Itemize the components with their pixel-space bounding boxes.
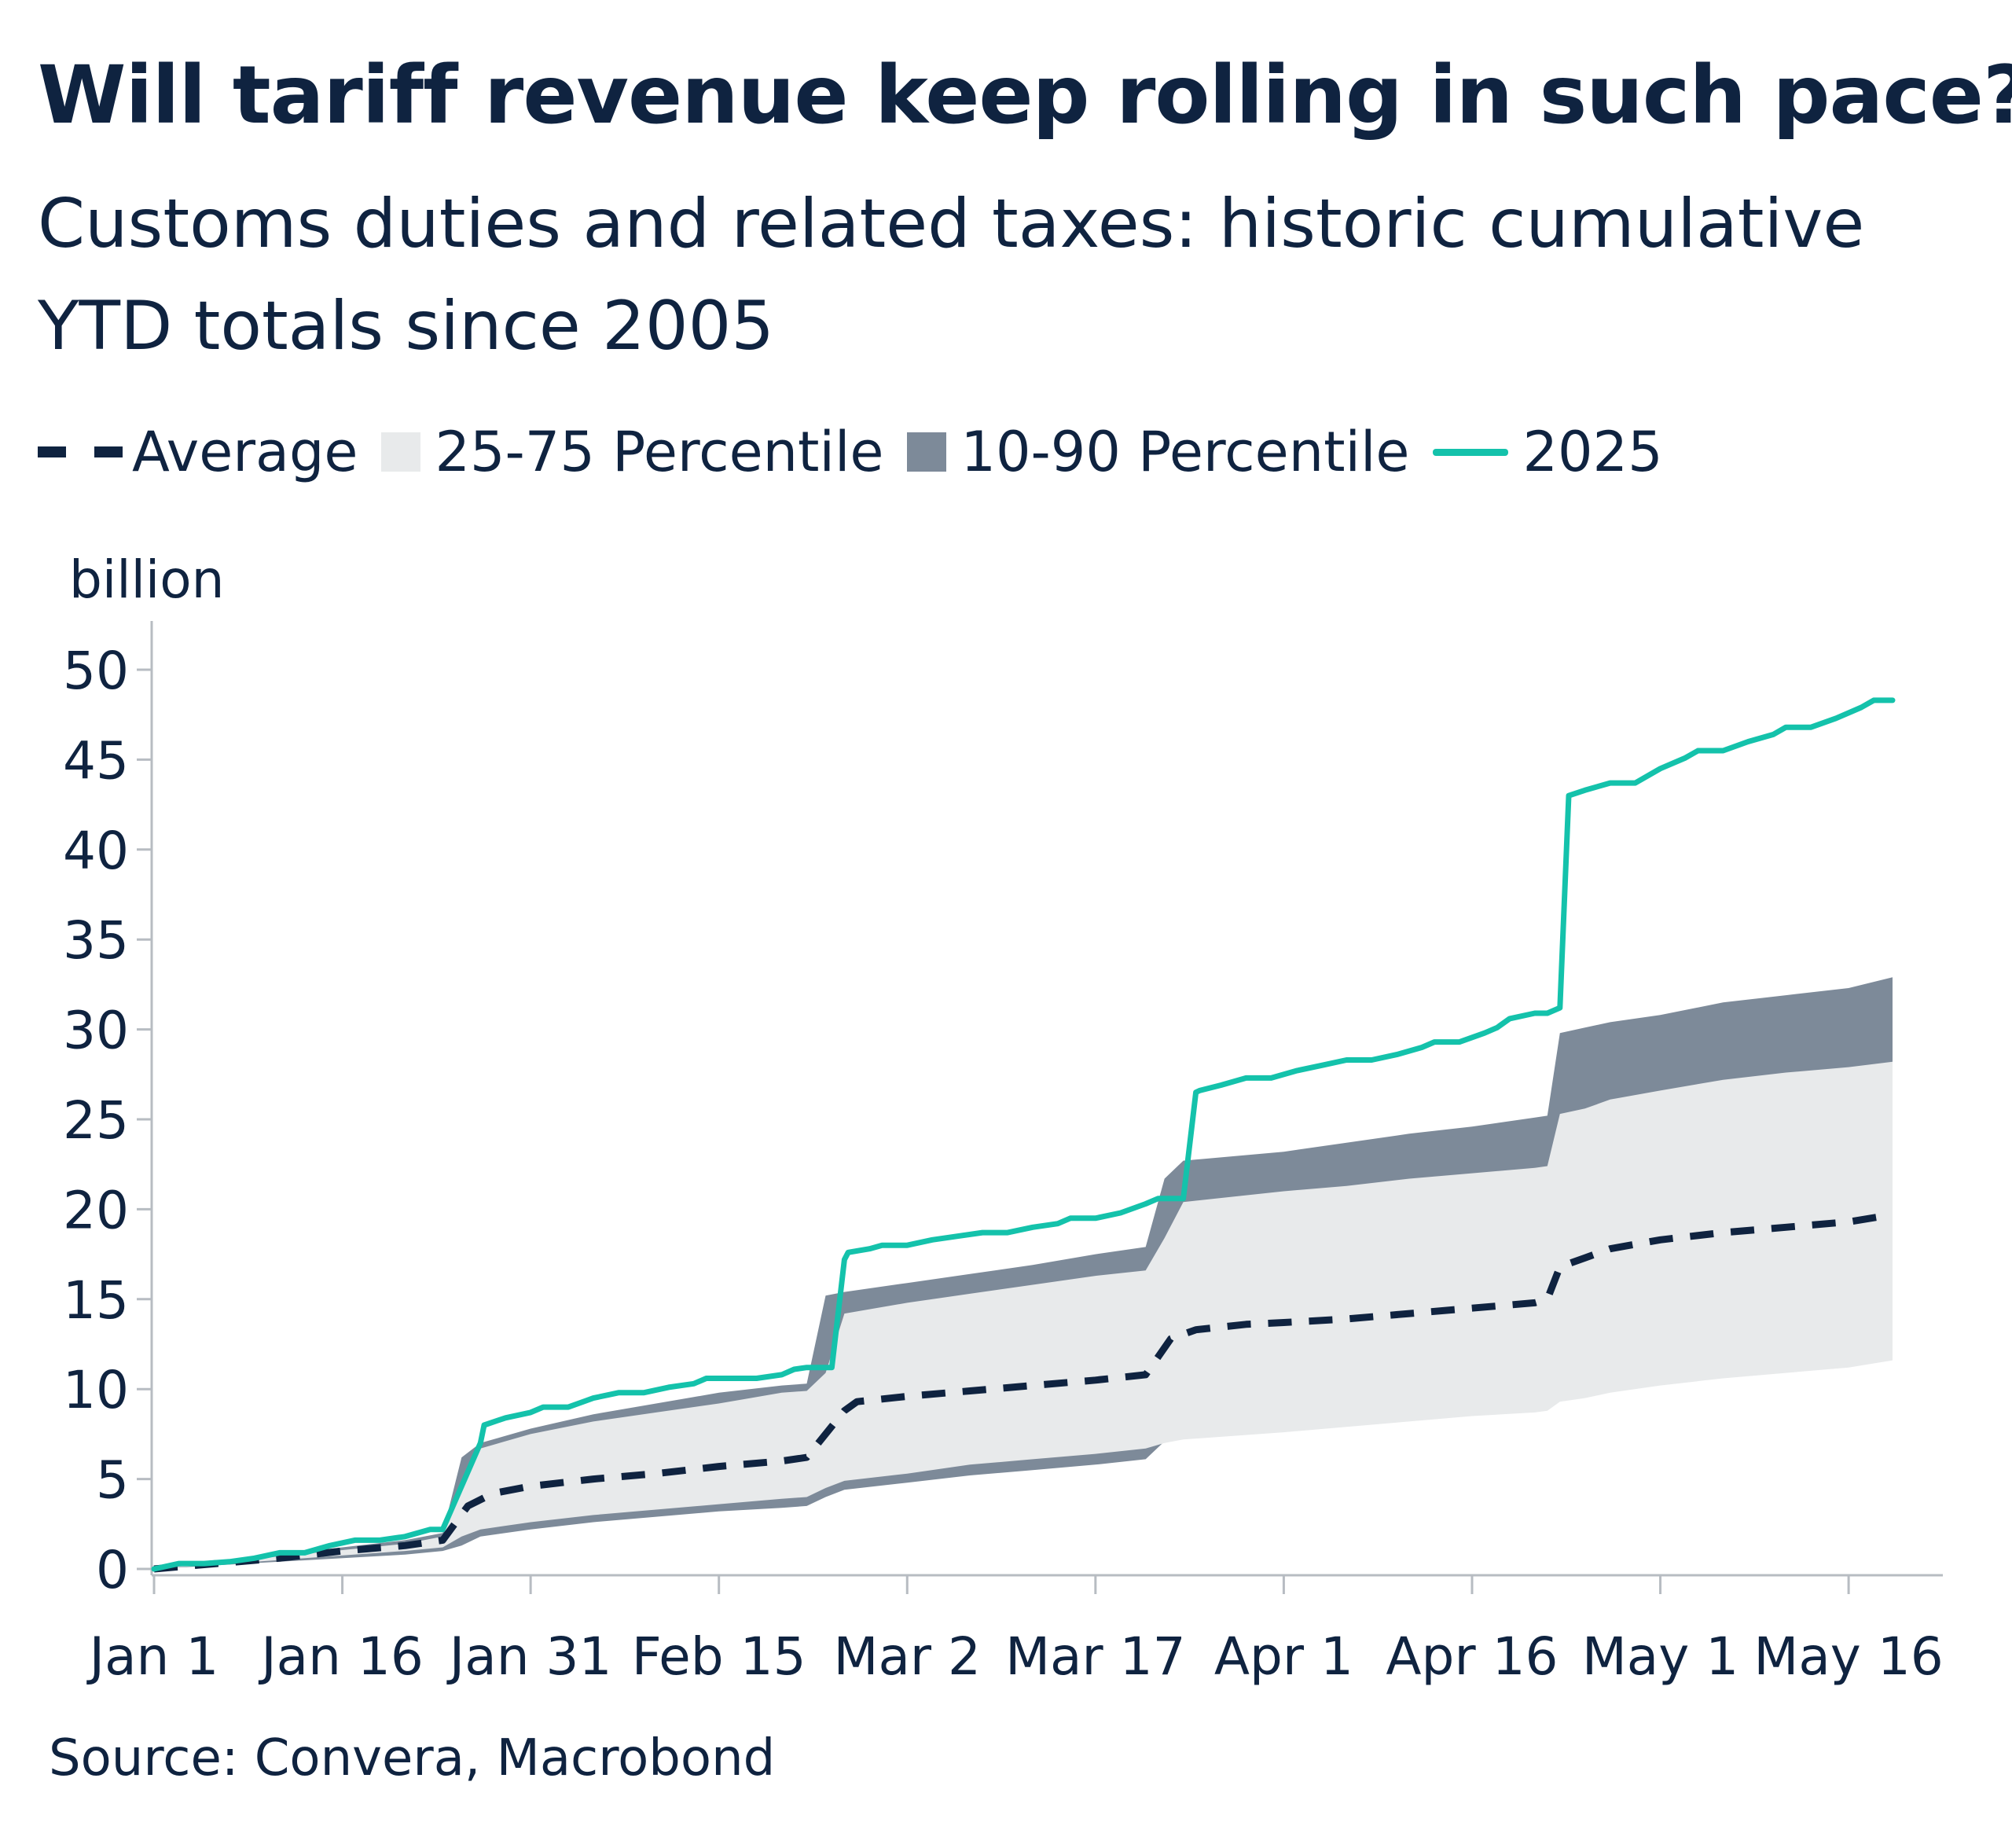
legend-10-90-swatch <box>907 432 947 472</box>
y-tick-label: 40 <box>63 821 129 881</box>
x-tick-label: Mar 2 <box>834 1626 982 1687</box>
x-tick-label: May 1 <box>1582 1626 1738 1687</box>
legend-item-2025: 2025 <box>1433 420 1663 484</box>
x-tick-label: Jan 1 <box>86 1626 219 1687</box>
y-tick-label: 50 <box>63 641 129 701</box>
source-note: Source: Convera, Macrobond <box>49 1729 776 1787</box>
chart-title: Will tariff revenue keep rolling in such… <box>38 49 2012 142</box>
y-tick-label: 45 <box>63 730 129 791</box>
y-tick-label: 15 <box>63 1270 129 1331</box>
average-line <box>153 1211 1893 1573</box>
y-tick-label: 30 <box>63 1001 129 1061</box>
x-tick-label: May 16 <box>1753 1626 1943 1687</box>
band-25-75-percentile <box>154 1061 1893 1569</box>
y-axis-unit-label: billion <box>69 549 224 610</box>
x-tick-label: Jan 16 <box>258 1626 424 1687</box>
band-10-90-percentile <box>154 977 1893 1569</box>
legend-25-75-label: 25-75 Percentile <box>435 420 884 484</box>
legend-2025-swatch <box>1433 448 1509 456</box>
legend-25-75-swatch <box>381 432 421 472</box>
x-tick-label: Jan 31 <box>446 1626 612 1687</box>
legend-item-average: Average <box>38 420 358 484</box>
chart-subtitle: Customs duties and related taxes: histor… <box>38 185 1865 366</box>
legend-10-90-label: 10-90 Percentile <box>960 420 1410 484</box>
legend-average-swatch <box>38 446 123 457</box>
line-2025 <box>151 697 1896 1572</box>
y-tick-label: 0 <box>96 1540 129 1600</box>
legend-2025-label: 2025 <box>1522 420 1663 484</box>
legend-item-25-75: 25-75 Percentile <box>381 420 883 484</box>
legend-average-label: Average <box>132 420 358 484</box>
y-tick-label: 25 <box>63 1090 129 1151</box>
y-tick-label: 20 <box>63 1180 129 1240</box>
x-tick-label: Apr 1 <box>1214 1626 1353 1687</box>
y-tick-label: 5 <box>96 1450 129 1511</box>
legend: Average 25-75 Percentile 10-90 Percentil… <box>38 417 1687 487</box>
y-tick-label: 10 <box>63 1360 129 1420</box>
x-tick-label: Apr 16 <box>1386 1626 1558 1687</box>
x-tick-label: Feb 15 <box>632 1626 806 1687</box>
legend-item-10-90: 10-90 Percentile <box>907 420 1409 484</box>
x-tick-label: Mar 17 <box>1005 1626 1186 1687</box>
y-tick-label: 35 <box>63 910 129 971</box>
